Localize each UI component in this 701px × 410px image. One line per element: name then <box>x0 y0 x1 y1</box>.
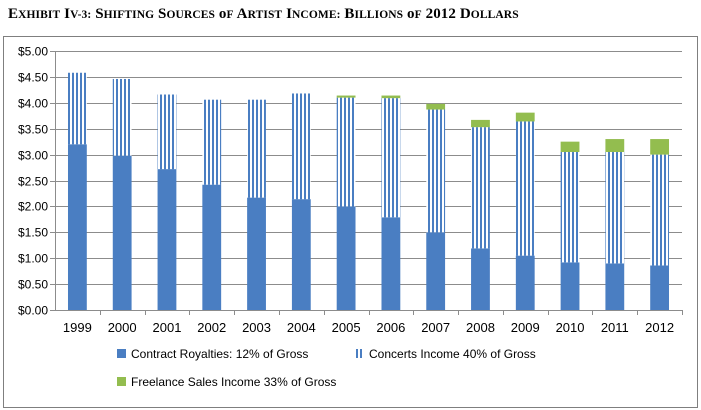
bar-concerts-2002 <box>202 99 222 185</box>
bar-royalties-2001 <box>157 169 177 310</box>
bar-royalties-2010 <box>560 262 580 310</box>
x-tick-label: 2009 <box>511 320 540 335</box>
bars <box>67 72 670 310</box>
x-tick-label: 2010 <box>556 320 585 335</box>
bar-royalties-2012 <box>650 265 670 310</box>
x-tick-label: 2003 <box>242 320 271 335</box>
legend-swatch <box>117 349 126 358</box>
y-tick-label: $1.00 <box>18 252 48 266</box>
bar-concerts-2009 <box>515 121 535 256</box>
bar-concerts-2000 <box>112 78 132 156</box>
bar-royalties-2004 <box>291 199 311 310</box>
bar-concerts-2005 <box>336 97 356 207</box>
legend-swatch <box>117 377 126 386</box>
bar-royalties-2006 <box>381 217 401 310</box>
y-tick-label: $4.00 <box>18 97 48 111</box>
bar-concerts-2010 <box>560 152 580 263</box>
bar-royalties-2011 <box>605 263 625 310</box>
y-tick-label: $2.00 <box>18 200 48 214</box>
y-tick-label: $5.00 <box>18 45 48 59</box>
bar-concerts-2001 <box>157 94 177 170</box>
bar-royalties-2000 <box>112 155 132 310</box>
y-tick-label: $4.50 <box>18 71 48 85</box>
legend-label: Freelance Sales Income 33% of Gross <box>131 375 336 389</box>
y-tick-label: $3.00 <box>18 149 48 163</box>
bar-freelance-2011 <box>605 139 625 153</box>
bar-freelance-2010 <box>560 141 580 153</box>
bar-freelance-2005 <box>336 95 356 98</box>
bar-royalties-1999 <box>67 144 87 310</box>
y-tick-label: $2.50 <box>18 175 48 189</box>
x-tick-label: 2012 <box>645 320 674 335</box>
x-tick-label: 2000 <box>108 320 137 335</box>
x-tick-label: 1999 <box>63 320 92 335</box>
bar-royalties-2002 <box>202 184 222 310</box>
bar-concerts-2011 <box>605 152 625 264</box>
x-tick-label: 2008 <box>466 320 495 335</box>
bar-freelance-2012 <box>650 139 670 155</box>
legend-label: Contract Royalties: 12% of Gross <box>131 347 308 361</box>
x-tick-label: 2011 <box>601 320 629 335</box>
x-tick-label: 2006 <box>376 320 405 335</box>
bar-royalties-2007 <box>426 232 446 310</box>
bar-concerts-1999 <box>67 72 87 145</box>
x-tick-label: 2007 <box>421 320 450 335</box>
legend-swatch <box>355 349 364 358</box>
x-tick-label: 2005 <box>332 320 361 335</box>
legend-label: Concerts Income 40% of Gross <box>369 347 536 361</box>
y-tick-label: $3.50 <box>18 123 48 137</box>
y-tick-label: $0.50 <box>18 278 48 292</box>
bar-concerts-2004 <box>291 93 311 200</box>
y-tick-label: $0.00 <box>18 304 48 318</box>
bar-concerts-2003 <box>247 99 266 198</box>
bar-royalties-2003 <box>247 197 266 310</box>
bar-freelance-2007 <box>426 103 446 110</box>
bar-concerts-2008 <box>471 127 490 249</box>
y-tick-label: $1.50 <box>18 226 48 240</box>
x-tick-label: 2001 <box>153 320 182 335</box>
bar-freelance-2006 <box>381 95 401 99</box>
bar-concerts-2012 <box>650 154 670 266</box>
bar-royalties-2008 <box>471 248 490 310</box>
bar-concerts-2006 <box>381 98 401 218</box>
bar-royalties-2005 <box>336 206 356 310</box>
bar-royalties-2009 <box>515 255 535 310</box>
axes: $0.00 $0.50 $1.00 $1.50 $2.00 $2.50 $3.00 $3.50… <box>18 45 683 335</box>
bar-concerts-2007 <box>426 109 446 233</box>
bar-freelance-2008 <box>471 119 490 128</box>
legend: Contract Royalties: 12% of Gross Concerts… <box>117 347 536 389</box>
x-tick-label: 2004 <box>287 320 316 335</box>
chart-title: EXHIBIT IV-3: SHIFTING SOURCES oF ARTIST… <box>8 6 519 22</box>
x-tick-label: 2002 <box>197 320 226 335</box>
bar-freelance-2009 <box>515 112 535 122</box>
